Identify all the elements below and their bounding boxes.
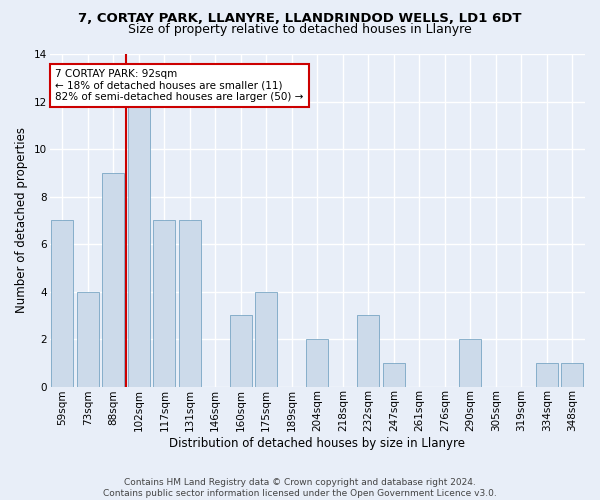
Bar — [562, 363, 583, 386]
Text: Contains HM Land Registry data © Crown copyright and database right 2024.
Contai: Contains HM Land Registry data © Crown c… — [103, 478, 497, 498]
Bar — [103, 173, 124, 386]
Text: Size of property relative to detached houses in Llanyre: Size of property relative to detached ho… — [128, 22, 472, 36]
X-axis label: Distribution of detached houses by size in Llanyre: Distribution of detached houses by size … — [169, 437, 465, 450]
Bar — [230, 316, 251, 386]
Bar — [383, 363, 404, 386]
Bar — [256, 292, 277, 386]
Bar — [358, 316, 379, 386]
Bar — [52, 220, 73, 386]
Bar — [128, 102, 149, 387]
Bar — [536, 363, 557, 386]
Bar — [179, 220, 200, 386]
Bar — [460, 339, 481, 386]
Y-axis label: Number of detached properties: Number of detached properties — [15, 128, 28, 314]
Text: 7 CORTAY PARK: 92sqm
← 18% of detached houses are smaller (11)
82% of semi-detac: 7 CORTAY PARK: 92sqm ← 18% of detached h… — [55, 69, 304, 102]
Bar — [154, 220, 175, 386]
Bar — [307, 339, 328, 386]
Text: 7, CORTAY PARK, LLANYRE, LLANDRINDOD WELLS, LD1 6DT: 7, CORTAY PARK, LLANYRE, LLANDRINDOD WEL… — [78, 12, 522, 26]
Bar — [77, 292, 98, 386]
